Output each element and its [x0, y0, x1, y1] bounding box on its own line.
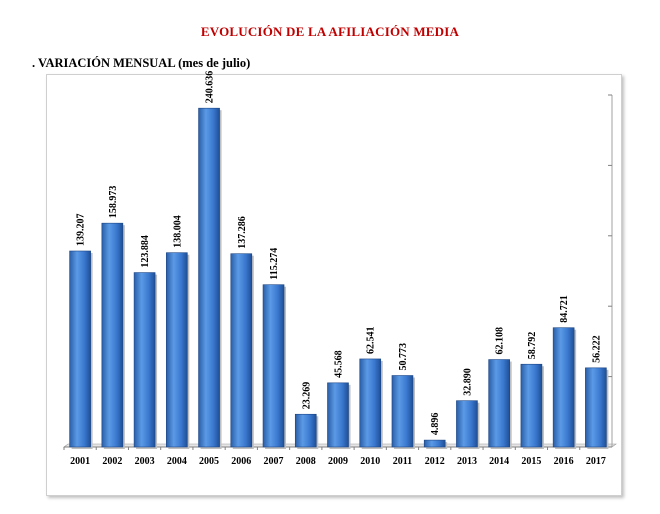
cropped-footer-text: [46, 506, 306, 514]
data-label-2005: 240.636: [205, 71, 216, 104]
bar-2004: [166, 252, 188, 448]
data-label-2011: 50.773: [398, 343, 409, 371]
bar-2017: [585, 367, 607, 448]
x-tick-label-2008: 2008: [296, 456, 316, 467]
chart-main-title: EVOLUCIÓN DE LA AFILIACIÓN MEDIA: [200, 24, 460, 39]
bar-2013: [456, 400, 478, 448]
x-tick-label-2001: 2001: [70, 456, 90, 467]
x-tick-label-2007: 2007: [264, 456, 284, 467]
x-tick-label-2002: 2002: [102, 456, 122, 467]
bar-2007: [262, 284, 285, 448]
x-tick-label-2009: 2009: [328, 456, 348, 467]
bar-2003: [133, 272, 156, 448]
bar-2008: [294, 413, 317, 448]
x-tick-label-2010: 2010: [360, 456, 380, 467]
data-label-2004: 138.004: [172, 215, 183, 248]
bar-2006: [230, 253, 253, 448]
bar-2014: [488, 359, 510, 448]
chart-subtitle: . VARIACIÓN MENSUAL (mes de julio): [32, 56, 251, 70]
bar-2016: [552, 327, 575, 448]
data-label-2002: 158.973: [108, 186, 119, 219]
data-label-2007: 115.274: [269, 248, 280, 280]
bar-2005: [198, 107, 220, 448]
data-label-2015: 58.792: [527, 332, 538, 360]
data-label-2013: 32.890: [462, 368, 473, 396]
data-label-2008: 23.269: [301, 382, 312, 410]
data-label-2006: 137.286: [237, 216, 248, 249]
data-label-2009: 45.568: [334, 350, 345, 378]
data-label-2012: 4.896: [430, 413, 441, 436]
x-tick-label-2006: 2006: [231, 456, 251, 467]
bar-2001: [69, 250, 91, 448]
x-tick-label-2015: 2015: [521, 456, 541, 467]
bar-2009: [327, 382, 349, 448]
data-label-2001: 139.207: [76, 213, 87, 246]
x-tick-label-2005: 2005: [199, 456, 219, 467]
x-tick-label-2011: 2011: [393, 456, 412, 467]
x-tick-label-2012: 2012: [425, 456, 445, 467]
bar-2015: [520, 363, 543, 448]
bar-2011: [391, 375, 414, 448]
x-tick-label-2017: 2017: [586, 456, 606, 467]
data-label-2017: 56.222: [591, 335, 602, 363]
x-tick-label-2003: 2003: [135, 456, 155, 467]
x-tick-label-2014: 2014: [489, 456, 509, 467]
data-label-2014: 62.108: [495, 327, 506, 355]
bar-2002: [101, 222, 124, 448]
data-label-2016: 84.721: [559, 295, 570, 323]
data-label-2010: 62.541: [366, 326, 377, 354]
x-tick-label-2004: 2004: [167, 456, 187, 467]
data-label-2003: 123.884: [140, 235, 151, 268]
bar-2010: [359, 358, 382, 448]
x-tick-label-2013: 2013: [457, 456, 477, 467]
x-tick-label-2016: 2016: [554, 456, 574, 467]
bar-2012: [423, 439, 446, 448]
